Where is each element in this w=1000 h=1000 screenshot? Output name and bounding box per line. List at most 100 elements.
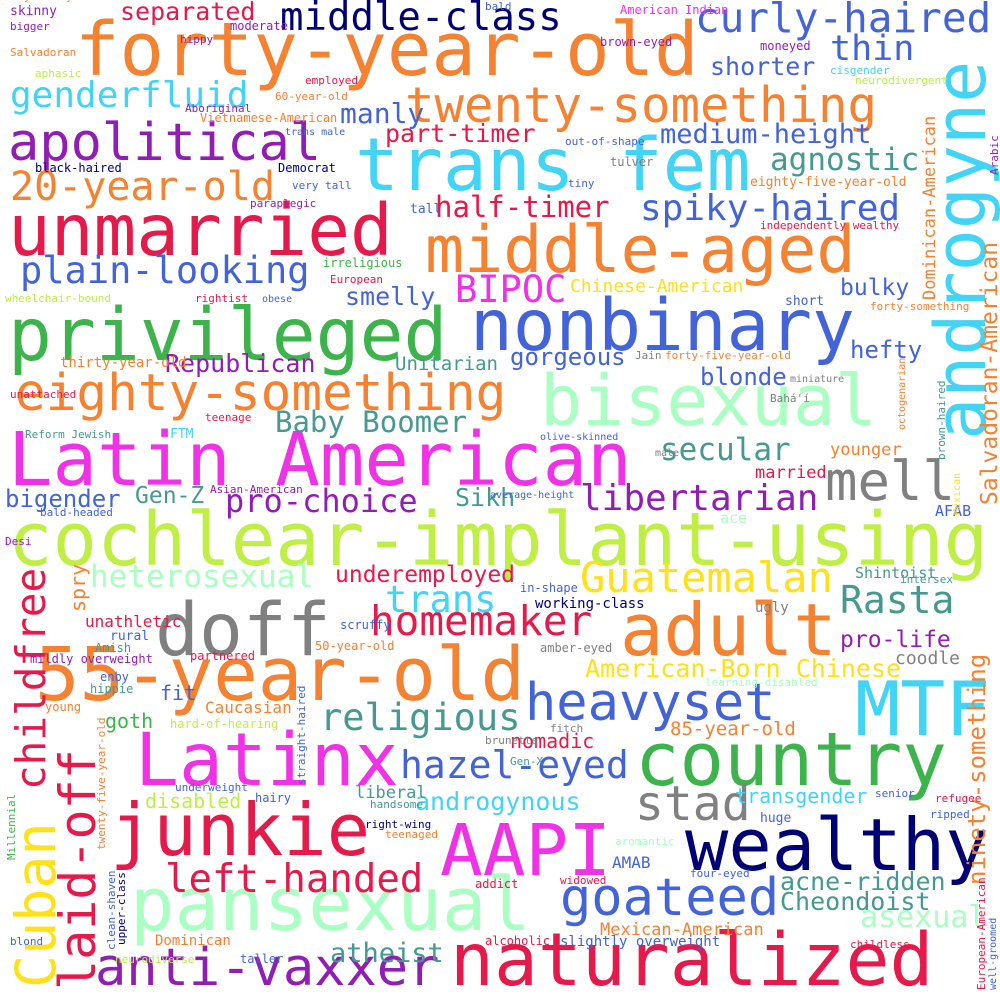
word: paraplegic	[250, 197, 316, 210]
word: twenty-something	[405, 77, 877, 134]
word: Gen-Z	[135, 483, 204, 509]
word: olive-skinned	[540, 432, 618, 443]
word: bigender	[5, 485, 121, 513]
word: handsome	[370, 798, 423, 811]
word: amber-eyed	[540, 641, 612, 655]
word: hippy	[180, 33, 213, 46]
word: blonde	[700, 363, 787, 391]
word: rural	[110, 629, 149, 644]
word: goateed	[560, 868, 779, 928]
word: eighty-five-year-old	[750, 175, 907, 190]
word: Shintoist	[855, 564, 936, 582]
word: neurodiverse	[115, 953, 194, 966]
word: Asian-American	[210, 483, 303, 496]
word: atheist	[330, 938, 444, 969]
word: heterosexual	[90, 559, 314, 595]
word: out-of-shape	[565, 135, 644, 148]
word: skinny	[10, 4, 57, 19]
word: Desi	[5, 535, 32, 548]
word: bisexual	[540, 360, 877, 442]
word: brunette	[485, 734, 538, 747]
word: spry	[66, 564, 90, 612]
word: Rasta	[840, 578, 954, 622]
word: ripped	[930, 808, 970, 821]
word: ninety-something	[963, 654, 991, 885]
word: unmarried	[8, 189, 393, 272]
word: Reform Jewish	[25, 428, 111, 441]
word: mell	[825, 450, 955, 513]
word: Jain	[635, 349, 662, 362]
word: European	[330, 273, 383, 286]
word: mildly overweight	[30, 652, 153, 666]
word: Chinese-American	[570, 276, 743, 297]
word: 50-year-old	[315, 639, 394, 653]
word: androgynous	[415, 787, 581, 816]
word: smelly	[345, 282, 435, 311]
word: obese	[262, 294, 292, 305]
word: Arabic	[988, 135, 1000, 175]
word: BIPOC	[455, 268, 566, 311]
word: bald	[485, 0, 512, 13]
word: hard-of-hearing	[170, 717, 278, 731]
word: forty-five-year-old	[665, 349, 791, 362]
word: eighty-something	[15, 364, 506, 423]
word: American Indian	[620, 3, 728, 17]
word: unathletic	[85, 612, 181, 631]
word: moderate	[230, 19, 288, 33]
word: anti-vaxxer	[95, 938, 439, 998]
word: straight-haired	[295, 686, 308, 785]
word: trans male	[285, 127, 345, 138]
word: Democrat	[278, 161, 336, 175]
word: widowed	[560, 874, 606, 887]
word: Bahá'í	[770, 392, 810, 405]
word: underemployed	[335, 562, 515, 588]
word: European-American	[975, 877, 988, 990]
word: younger	[830, 440, 902, 460]
word: half-timer	[435, 190, 610, 224]
word: naturalized	[450, 918, 933, 1000]
word: miniature	[790, 374, 844, 385]
word: ugly	[755, 600, 789, 616]
word: secular	[660, 432, 791, 468]
word: short	[785, 294, 824, 309]
word: refugee	[935, 792, 981, 805]
word: hazel-eyed	[400, 743, 629, 787]
word: 55-year-old	[35, 632, 525, 718]
word: fitch	[550, 722, 583, 735]
word: stad	[635, 776, 751, 832]
word: octogenarian	[897, 358, 908, 430]
word: tiny	[568, 177, 595, 190]
word: taller	[240, 952, 283, 966]
word: average-height	[490, 490, 574, 501]
word: pro-life	[840, 627, 951, 653]
word: wealthy	[685, 803, 988, 887]
word: Caucasian	[205, 698, 292, 717]
word: Guatemalan	[580, 553, 833, 602]
word: medium-height	[660, 119, 871, 150]
word: trans fem	[355, 123, 751, 208]
word: laid-off	[49, 749, 107, 990]
word: pansexual	[130, 862, 531, 948]
word: adult	[620, 588, 837, 672]
word: FTM	[170, 427, 194, 442]
word: Latinx	[135, 718, 399, 803]
word: separated	[120, 0, 255, 26]
word: scruffy	[340, 618, 391, 632]
word: sixty-five-year-old	[0, 0, 114, 3]
word: slightly overweight	[560, 934, 720, 950]
word: Gen-X	[510, 755, 543, 768]
word: employed	[305, 74, 358, 87]
word: brown-eyed	[600, 35, 672, 49]
word: Unitarian	[395, 353, 498, 375]
word: unattached	[10, 388, 76, 401]
word: Aboriginal	[185, 102, 251, 115]
word: Vietnamese-American	[200, 111, 337, 125]
word: AFAB	[935, 502, 971, 520]
word: genderfluid	[10, 75, 248, 116]
word: right-wing	[365, 818, 431, 831]
word: nonbinary	[470, 284, 855, 367]
word: thin	[830, 29, 914, 69]
word: part-timer	[385, 119, 536, 148]
word: Dominican-American	[920, 116, 940, 300]
